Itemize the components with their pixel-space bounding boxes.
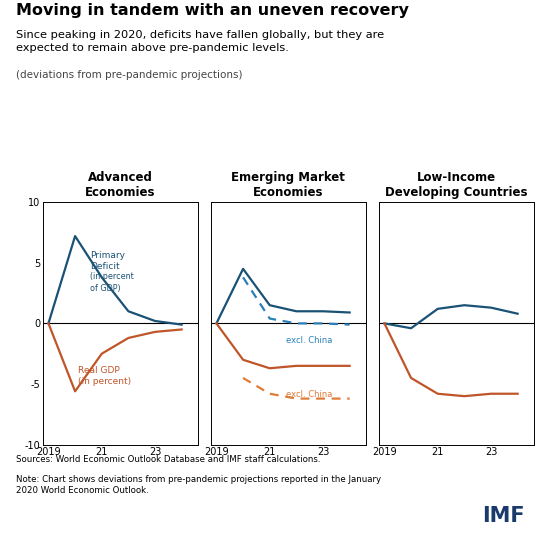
Text: Emerging Market
Economies: Emerging Market Economies bbox=[231, 171, 345, 199]
Text: Moving in tandem with an uneven recovery: Moving in tandem with an uneven recovery bbox=[16, 3, 409, 18]
Text: Low-Income
Developing Countries: Low-Income Developing Countries bbox=[385, 171, 528, 199]
Text: (deviations from pre-pandemic projections): (deviations from pre-pandemic projection… bbox=[16, 70, 243, 80]
Text: IMF: IMF bbox=[482, 506, 525, 526]
Text: Advanced
Economies: Advanced Economies bbox=[85, 171, 156, 199]
Text: Primary
Deficit: Primary Deficit bbox=[89, 251, 125, 271]
Text: Note: Chart shows deviations from pre-pandemic projections reported in the Janua: Note: Chart shows deviations from pre-pa… bbox=[16, 475, 381, 495]
Text: (in percent
of GDP): (in percent of GDP) bbox=[89, 272, 134, 293]
Text: Sources: World Economic Outlook Database and IMF staff calculations.: Sources: World Economic Outlook Database… bbox=[16, 455, 321, 465]
Text: Real GDP
(in percent): Real GDP (in percent) bbox=[78, 366, 131, 386]
Text: excl. China: excl. China bbox=[286, 390, 332, 399]
Text: excl. China: excl. China bbox=[286, 335, 332, 344]
Text: Since peaking in 2020, deficits have fallen globally, but they are
expected to r: Since peaking in 2020, deficits have fal… bbox=[16, 30, 384, 53]
